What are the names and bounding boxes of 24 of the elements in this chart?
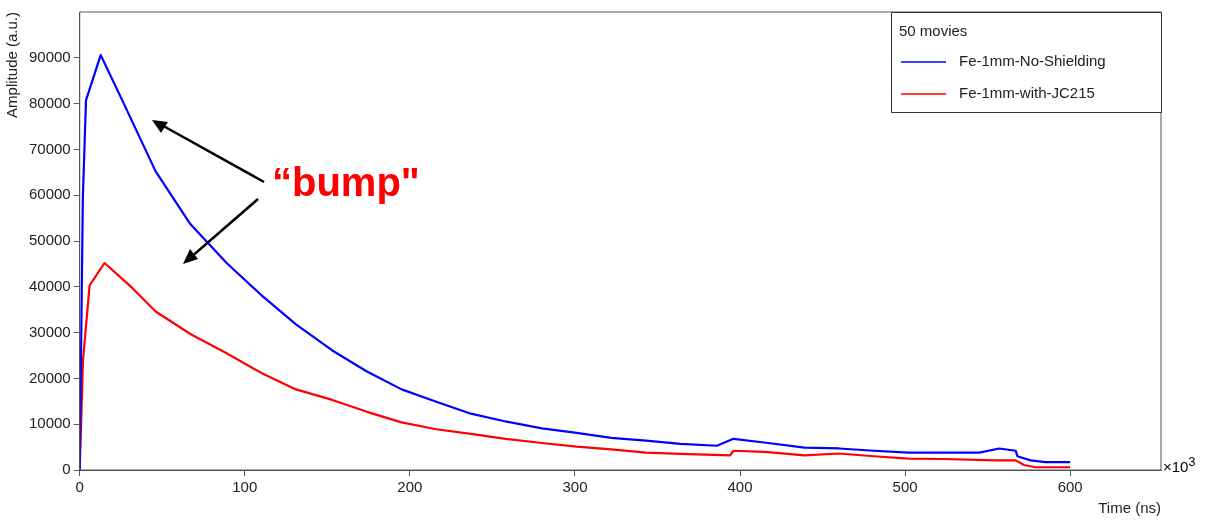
y-tick-label: 50000 [28,231,71,249]
y-tick-label: 30000 [28,322,71,340]
x-tick-label: 0 [75,478,84,496]
x-tick-label: 200 [397,478,423,496]
y-tick-label: 70000 [28,139,71,157]
text: ×10$^{3}$ [1163,455,1196,475]
y-tick-label: 40000 [28,276,71,294]
legend-label: Fe-1mm-with-JC215 [959,84,1095,102]
annotation: “bump" [272,160,420,205]
x-tick-label: 500 [892,478,918,496]
legend-title: 50 movies [899,22,968,40]
y-tick-label: 60000 [28,185,71,203]
x-axis-title: Time (ns) [1098,499,1161,517]
x-tick-label: 600 [1057,478,1083,496]
y-tick-label: 80000 [28,93,71,111]
x-tick-label: 400 [727,478,753,496]
x-tick-label: 100 [232,478,258,496]
y-tick-label: 20000 [28,368,71,386]
legend-label: Fe-1mm-No-Shielding [959,52,1106,70]
y-tick-label: 10000 [28,414,71,432]
y-tick-label: 90000 [28,47,71,65]
y-tick-label: 0 [62,460,71,478]
y-axis-title: Amplitude (a.u.) [3,12,21,118]
x-tick-label: 300 [562,478,588,496]
